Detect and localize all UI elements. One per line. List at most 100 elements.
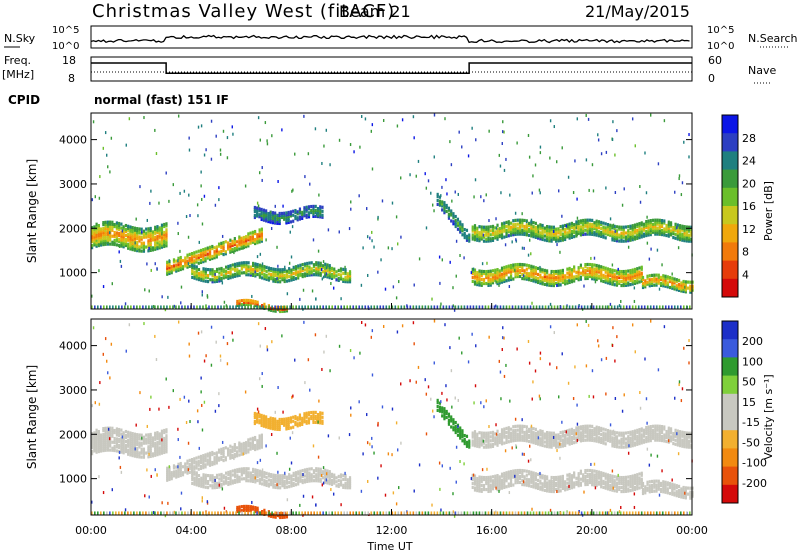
velocity-cell (541, 431, 544, 436)
power-cell (211, 244, 214, 249)
power-cell (671, 278, 674, 282)
velocity-cell (166, 478, 169, 482)
velocity-cell (97, 447, 100, 452)
power-cell (546, 238, 549, 243)
velocity-cell (122, 433, 125, 437)
velocity-cell (247, 479, 250, 483)
power-cell (665, 227, 668, 232)
power-cell (663, 231, 666, 235)
power-cell (136, 245, 139, 249)
power-speckle (323, 144, 325, 148)
velocity-cell (436, 408, 439, 412)
velocity-cell (588, 438, 592, 442)
power-cell (310, 261, 313, 265)
power-cell (93, 227, 96, 231)
power-cell (473, 272, 477, 276)
velocity-cell (339, 475, 343, 479)
velocity-cell (317, 475, 320, 479)
velocity-cell (473, 440, 477, 444)
velocity-cell (211, 486, 214, 490)
velocity-cell (532, 437, 535, 441)
power-cell (577, 219, 580, 223)
power-cell (507, 228, 510, 232)
velocity-cell (335, 484, 338, 488)
velocity-cell (109, 442, 112, 446)
power-speckle (366, 235, 369, 239)
velocity-cell (564, 433, 567, 438)
power-cell (476, 280, 479, 285)
velocity-cell (593, 437, 596, 441)
power-cell (678, 234, 682, 238)
velocity-cell (267, 474, 270, 478)
power-cell (200, 276, 203, 280)
power-cell (258, 267, 261, 271)
power-cell (127, 242, 130, 246)
velocity-cell (247, 473, 250, 477)
power-cell (543, 226, 546, 230)
velocity-cell (631, 440, 634, 444)
velocity-cell (620, 433, 623, 437)
power-cell (301, 262, 304, 267)
power-cell (297, 276, 300, 280)
power-cell (344, 276, 347, 280)
power-cell (646, 274, 649, 278)
power-speckle (514, 268, 516, 272)
velocity-cell (247, 506, 250, 511)
power-cell (640, 229, 643, 233)
velocity-cell (202, 479, 205, 483)
velocity-cell (548, 431, 551, 435)
power-cell (262, 210, 265, 214)
power-cell (653, 273, 656, 277)
velocity-cell (138, 445, 141, 449)
power-cell (281, 276, 284, 280)
power-cell (606, 273, 610, 277)
velocity-cell (170, 475, 173, 479)
power-near-range (340, 305, 343, 310)
power-cell (536, 234, 540, 238)
velocity-cell (468, 445, 471, 449)
velocity-cell (518, 426, 522, 430)
power-cell (579, 219, 583, 223)
power-cell (624, 279, 628, 283)
velocity-cell (330, 482, 334, 486)
power-cell (611, 236, 614, 240)
power-cell (539, 223, 542, 227)
velocity-cell (213, 458, 216, 462)
velocity-cell (306, 471, 309, 476)
velocity-cell (258, 419, 261, 423)
velocity-cell (539, 433, 542, 437)
power-cell (129, 237, 132, 241)
velocity-cell (258, 413, 261, 417)
power-cell (328, 268, 331, 272)
power-cell (611, 230, 614, 234)
velocity-cell (254, 437, 257, 442)
velocity-cell (294, 420, 297, 425)
power-cell (127, 228, 130, 232)
power-speckle (644, 151, 646, 155)
power-cell (124, 223, 128, 228)
power-cell (260, 233, 263, 237)
power-cell (197, 257, 200, 261)
power-cell (213, 280, 216, 284)
power-cell (256, 264, 259, 269)
power-cell (678, 224, 682, 228)
power-cell (673, 281, 676, 285)
power-speckle (219, 148, 222, 152)
power-cell (523, 263, 526, 267)
velocity-cell (548, 445, 551, 449)
power-near-range (637, 305, 640, 310)
velocity-cell (122, 435, 125, 439)
power-cell (498, 269, 501, 273)
power-cell (321, 209, 324, 213)
velocity-cell (301, 418, 304, 422)
velocity-cell (561, 442, 564, 446)
velocity-cell (215, 451, 218, 455)
power-near-range (421, 305, 424, 310)
power-cell (664, 274, 667, 278)
power-cell (296, 212, 299, 216)
power-speckle (167, 295, 169, 299)
power-cell (292, 209, 295, 213)
velocity-cell (151, 444, 155, 448)
power-speckle (475, 138, 477, 142)
power-cell (199, 258, 203, 263)
